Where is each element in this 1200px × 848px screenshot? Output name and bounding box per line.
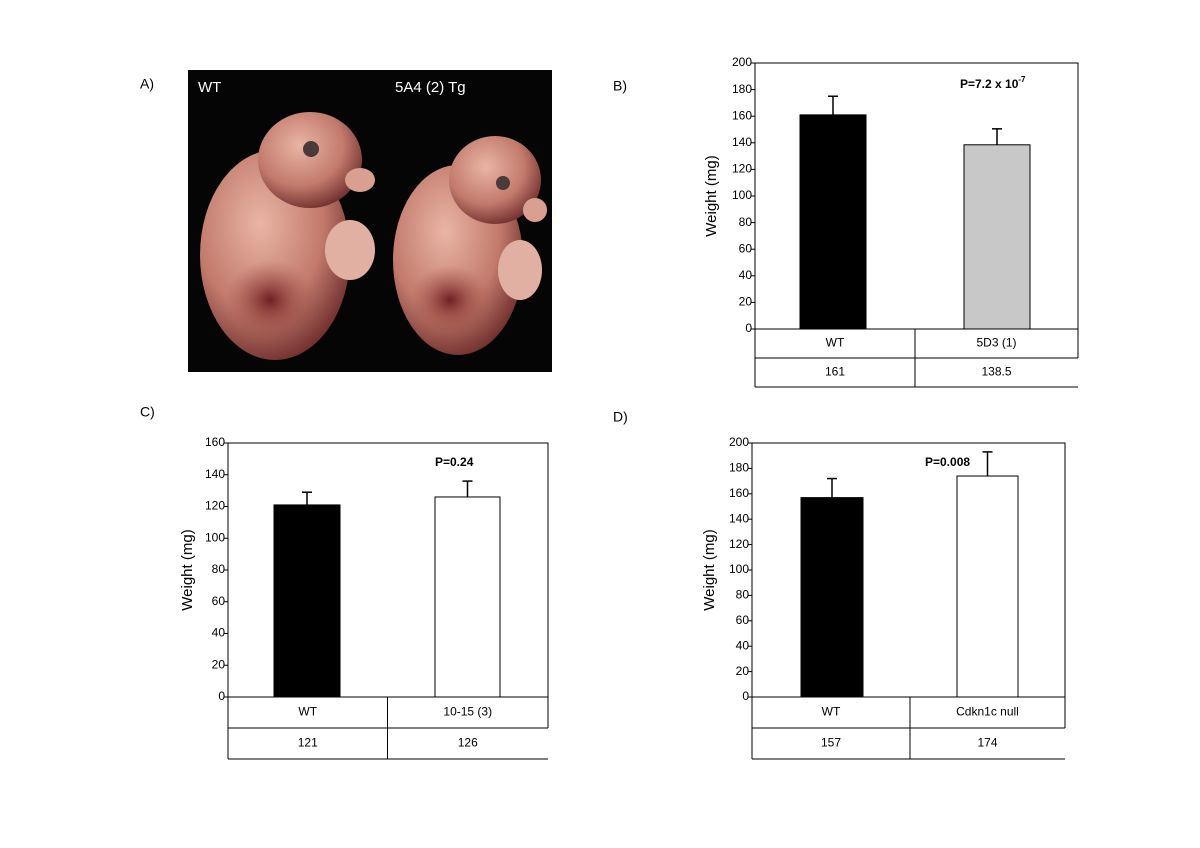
annotation-text: P=7.2 x 10 [960, 77, 1019, 91]
y-tick-label: 60 [739, 241, 753, 255]
error-bar [302, 491, 312, 505]
bar [800, 497, 864, 698]
bar [434, 496, 501, 698]
category-label: Cdkn1c null [956, 705, 1019, 719]
y-tick-label: 20 [212, 657, 226, 671]
value-label: 161 [825, 365, 845, 379]
y-tick-label: 180 [732, 82, 752, 96]
y-tick-label: 120 [732, 162, 752, 176]
embryo-photo: WT 5A4 (2) Tg [188, 70, 552, 372]
category-label: WT [298, 705, 317, 719]
value-label: 121 [298, 736, 318, 750]
y-tick-label: 100 [732, 188, 752, 202]
annotation-superscript: -7 [1018, 75, 1026, 84]
y-tick-label: 100 [729, 562, 749, 576]
error-bar [982, 451, 993, 477]
bar [963, 144, 1031, 330]
annotation: P=0.24 [435, 455, 474, 469]
panel-label: B) [613, 78, 627, 94]
bar [273, 504, 341, 698]
chart: D) Weight (mg) 0 20 40 60 80 100 120 140 160 180 200… [613, 409, 1066, 760]
y-tick-label: 0 [218, 689, 225, 703]
panel-label: D) [613, 409, 628, 425]
annotation-text: P=0.24 [435, 455, 474, 469]
value-label: 174 [977, 736, 997, 750]
category-label: WT [822, 705, 841, 719]
y-tick-label: 80 [739, 215, 753, 229]
value-label: 126 [458, 736, 478, 750]
y-tick-label: 200 [729, 435, 749, 449]
annotation: P=7.2 x 10-7 [960, 75, 1026, 91]
y-tick-label: 120 [205, 499, 225, 513]
y-tick-label: 160 [729, 486, 749, 500]
y-tick-label: 160 [205, 435, 225, 449]
y-tick-label: 40 [736, 638, 750, 652]
y-tick-label: 60 [212, 594, 226, 608]
error-bar [462, 480, 473, 497]
annotation-text: P=0.008 [925, 455, 970, 469]
bar [799, 114, 867, 330]
y-axis-label: Weight (mg) [703, 155, 720, 236]
y-axis-label: Weight (mg) [179, 529, 196, 610]
category-label: WT [826, 336, 845, 350]
annotation: P=0.008 [925, 455, 970, 469]
y-axis-label: Weight (mg) [701, 529, 718, 610]
y-tick-label: 0 [745, 321, 752, 335]
y-tick-label: 200 [732, 55, 752, 69]
error-bar [828, 95, 838, 115]
y-tick-label: 0 [742, 689, 749, 703]
error-bar [827, 477, 837, 498]
chart: B) Weight (mg) 0 20 40 60 80 100 120 140 160 180 200… [613, 55, 1079, 388]
bar [956, 475, 1019, 698]
category-label: 5D3 (1) [976, 336, 1016, 350]
y-tick-label: 140 [729, 511, 749, 525]
y-tick-label: 80 [212, 562, 226, 576]
panel-label: A) [140, 76, 154, 92]
value-label: 138.5 [981, 365, 1011, 379]
y-tick-label: 100 [205, 530, 225, 544]
panel-label: C) [140, 404, 155, 420]
photo-label: 5A4 (2) Tg [395, 79, 466, 96]
chart: C) Weight (mg) 0 20 40 60 80 100 120 140 160 P=0.24… [140, 404, 549, 760]
y-tick-label: 140 [205, 467, 225, 481]
value-label: 157 [821, 736, 841, 750]
y-tick-label: 20 [739, 295, 753, 309]
y-tick-label: 120 [729, 537, 749, 551]
y-tick-label: 180 [729, 461, 749, 475]
y-tick-label: 40 [739, 268, 753, 282]
y-tick-label: 20 [736, 664, 750, 678]
y-tick-label: 80 [736, 588, 750, 602]
error-bar [992, 128, 1002, 145]
y-tick-label: 140 [732, 135, 752, 149]
y-tick-label: 60 [736, 613, 750, 627]
y-tick-label: 160 [732, 108, 752, 122]
y-tick-label: 40 [212, 626, 226, 640]
photo-label: WT [198, 79, 221, 96]
category-label: 10-15 (3) [443, 705, 492, 719]
